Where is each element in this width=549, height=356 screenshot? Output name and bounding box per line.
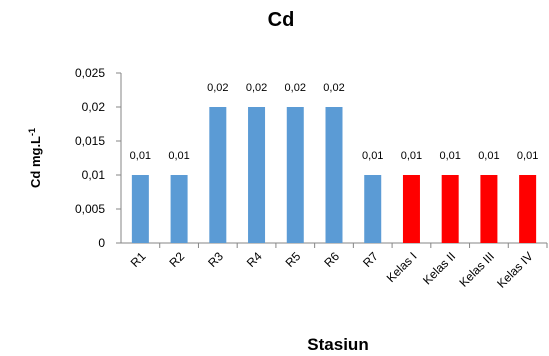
x-tick-label: R1	[128, 249, 149, 270]
value-label: 0,01	[168, 150, 189, 162]
y-tick-label: 0,02	[82, 100, 106, 114]
x-tick-label: R3	[205, 249, 226, 270]
bar	[286, 107, 304, 243]
y-tick-label: 0,005	[75, 202, 105, 216]
bar	[248, 107, 266, 243]
y-tick-label: 0,015	[75, 134, 105, 148]
chart-title: Cd	[268, 9, 295, 31]
y-tick-label: 0,01	[82, 168, 106, 182]
value-label: 0,01	[517, 150, 538, 162]
bar	[364, 175, 382, 243]
bar	[519, 175, 537, 243]
bar	[325, 107, 343, 243]
y-label-superscript: -1	[27, 128, 37, 136]
y-tick-label: 0	[98, 236, 105, 250]
value-label: 0,01	[401, 150, 422, 162]
value-label: 0,02	[323, 82, 344, 94]
y-tick-label: 0,025	[75, 66, 105, 80]
y-axis-label: Cd mg.L-1	[27, 128, 43, 188]
value-label: 0,01	[439, 150, 460, 162]
value-label: 0,02	[246, 82, 267, 94]
value-label: 0,01	[130, 150, 151, 162]
x-tick-label: R5	[283, 249, 304, 270]
bar	[170, 175, 188, 243]
x-tick-label: R6	[321, 249, 342, 270]
bar	[131, 175, 149, 243]
x-tick-label: R7	[360, 249, 381, 270]
x-tick-label: Kelas III	[456, 249, 497, 290]
x-axis-label: Stasiun	[307, 335, 368, 354]
bar	[480, 175, 498, 243]
bar	[209, 107, 227, 243]
bar	[402, 175, 420, 243]
value-label: 0,01	[478, 150, 499, 162]
bar	[441, 175, 459, 243]
y-label-text: Cd mg.L	[28, 136, 43, 188]
value-label: 0,02	[285, 82, 306, 94]
x-tick-label: Kelas I	[384, 249, 420, 285]
value-label: 0,02	[207, 82, 228, 94]
x-tick-label: R2	[166, 249, 187, 270]
x-tick-label: Kelas IV	[494, 249, 536, 291]
value-label: 0,01	[362, 150, 383, 162]
x-tick-label: R4	[244, 249, 265, 270]
x-tick-label: Kelas II	[420, 249, 458, 287]
